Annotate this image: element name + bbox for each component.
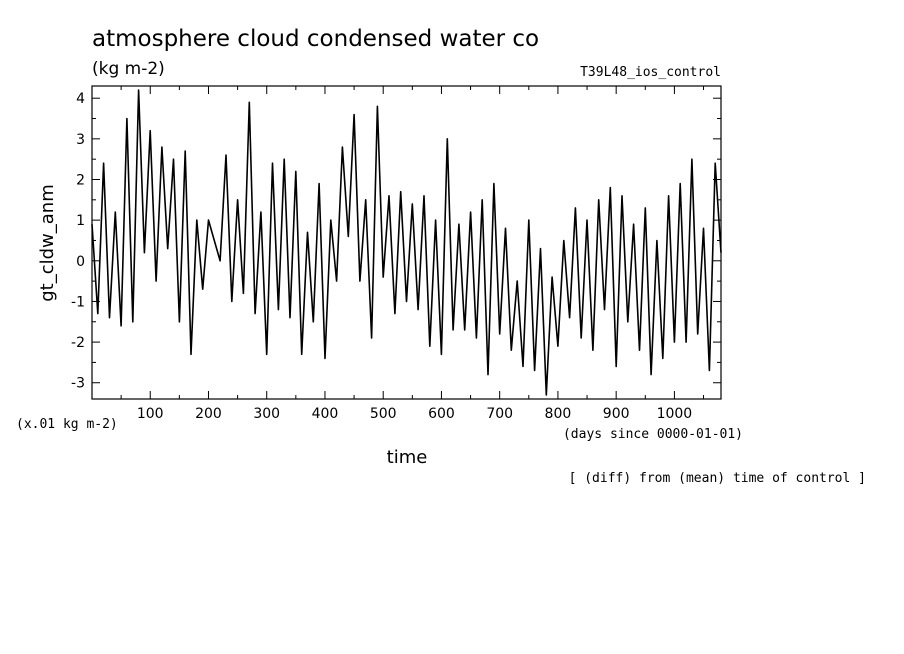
y-tick-label-0: -3	[71, 376, 85, 392]
y-axis-label: gt_cldw_anm	[37, 184, 58, 302]
x-tick-label-0: 100	[137, 406, 164, 422]
x-tick-label-1: 200	[195, 406, 222, 422]
y-tick-label-3: 0	[76, 254, 85, 270]
chart-units: (kg m-2)	[92, 59, 165, 79]
y-tick-label-1: -2	[71, 335, 85, 351]
y-tick-label-2: -1	[71, 294, 85, 310]
x-tick-label-9: 1000	[657, 406, 693, 422]
y-tick-label-6: 3	[76, 132, 85, 148]
x-tick-label-6: 700	[486, 406, 513, 422]
x-axis-label: time	[387, 447, 428, 468]
y-tick-label-7: 4	[76, 91, 85, 107]
x-tick-label-8: 900	[603, 406, 630, 422]
y-tick-label-4: 1	[76, 213, 85, 229]
x-tick-label-5: 600	[428, 406, 455, 422]
chart-title: atmosphere cloud condensed water co	[92, 26, 539, 52]
x-tick-label-4: 500	[370, 406, 397, 422]
x-tick-label-2: 300	[253, 406, 280, 422]
y-tick-label-5: 2	[76, 172, 85, 188]
x-axis: 100 200 300 400 500 600 700 800 900 1000	[120, 86, 705, 422]
x-tick-label-7: 800	[545, 406, 572, 422]
series-line	[91, 89, 722, 396]
run-label: T39L48_ios_control	[580, 65, 721, 80]
y-scale-note: (x.01 kg m-2)	[16, 417, 118, 432]
x-units-label: (days since 0000-01-01)	[563, 427, 743, 442]
footnote: [ (diff) from (mean) time of control ]	[569, 471, 866, 486]
x-tick-label-3: 400	[312, 406, 339, 422]
plot-frame	[91, 85, 722, 400]
